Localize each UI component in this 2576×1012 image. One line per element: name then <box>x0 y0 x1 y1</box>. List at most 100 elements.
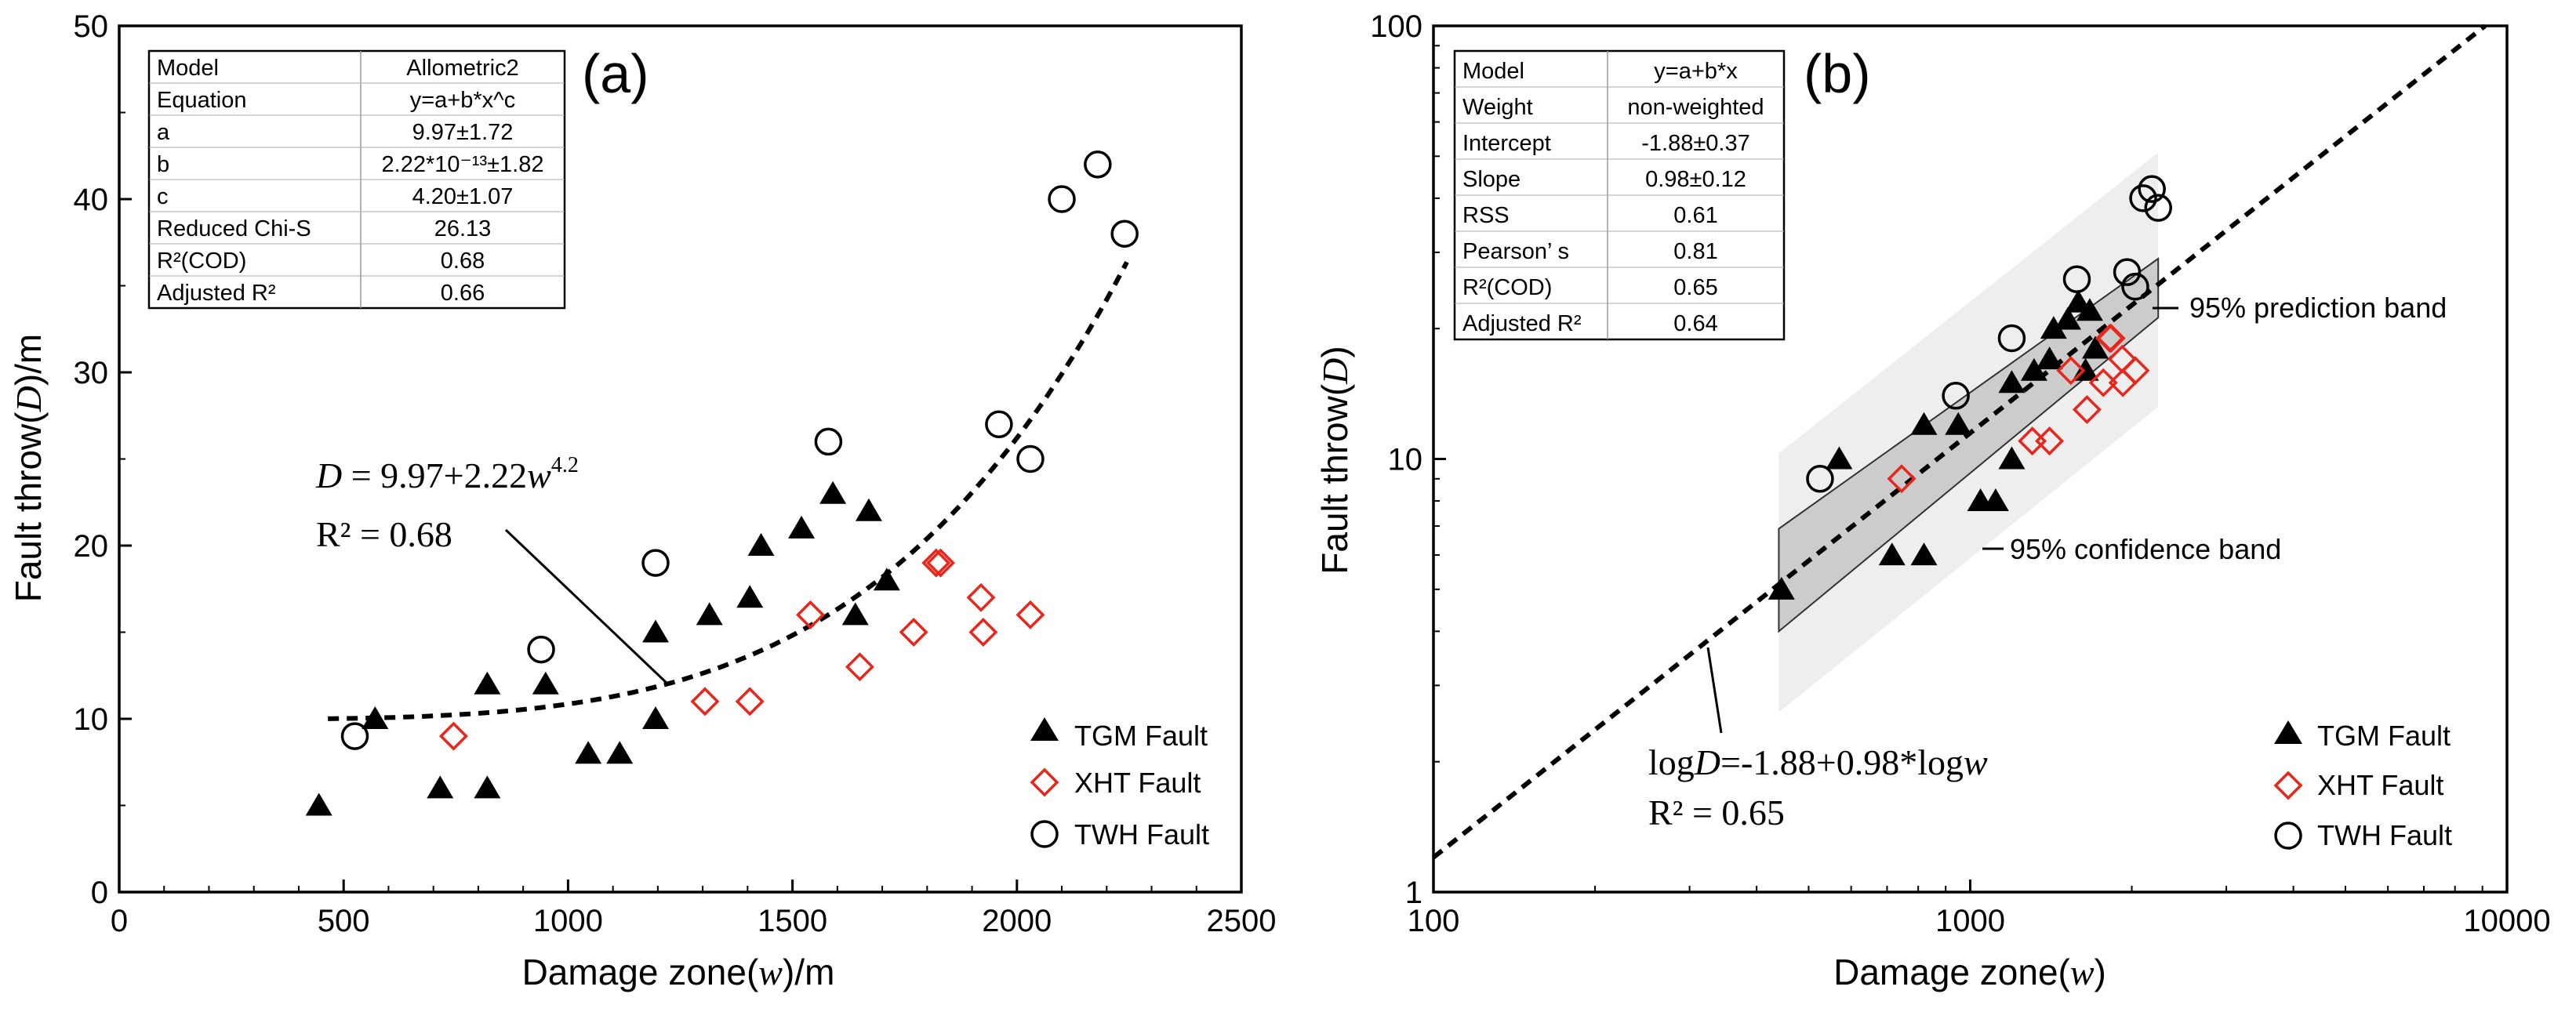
data-point-circle <box>2113 258 2142 286</box>
data-point-diamond <box>968 618 998 647</box>
data-point-triangle <box>575 741 602 764</box>
data-point-circle <box>985 410 1013 439</box>
data-point-diamond <box>796 600 825 629</box>
data-point-triangle <box>1998 446 2026 470</box>
data-point-triangle <box>736 585 764 608</box>
data-point-triangle <box>532 671 559 695</box>
y-tick-label: 30 <box>74 356 109 390</box>
data-point-diamond <box>1016 600 1045 629</box>
x-tick-label: 100 <box>1408 904 1460 938</box>
data-point-circle <box>1997 324 2026 353</box>
data-point-circle <box>1942 382 1970 410</box>
stats-table-key: R²(COD) <box>157 248 246 274</box>
legend-twh-label: TWH Fault <box>1074 818 1209 851</box>
data-point-triangle <box>873 568 900 591</box>
data-point-triangle <box>1768 576 1795 600</box>
stats-table-key: Model <box>157 56 219 81</box>
data-point-circle <box>2129 184 2157 212</box>
data-point-triangle <box>788 515 816 539</box>
data-point-circle <box>1016 444 1045 473</box>
data-point-triangle <box>427 775 454 799</box>
stats-table-key: Adjusted R² <box>1462 311 1582 336</box>
legend-twh-label: TWH Fault <box>2317 819 2452 851</box>
panel-b-equation-pointer <box>1706 647 1723 734</box>
data-point-diamond <box>926 548 955 578</box>
stats-table-key: b <box>157 152 169 177</box>
data-point-circle <box>641 549 670 577</box>
panel-a-r2-label: R² = 0.68 <box>316 514 452 554</box>
data-point-triangle <box>841 602 869 626</box>
stats-table-key: RSS <box>1462 203 1510 228</box>
stats-table-value: 0.66 <box>441 281 485 306</box>
data-point-triangle <box>606 741 634 764</box>
stats-table-key: Weight <box>1462 95 1533 120</box>
data-point-triangle <box>474 671 501 695</box>
legend-circle-marker <box>1030 820 1059 848</box>
confidence-band-label: 95% confidence band <box>2010 533 2281 565</box>
x-tick-label: 10000 <box>2463 904 2550 938</box>
data-point-circle <box>340 722 369 750</box>
stats-table-key: Adjusted R² <box>157 281 276 306</box>
data-point-diamond <box>690 687 720 716</box>
panel-b-plot-area: 100 1000 10000 1 10 100 <box>1370 9 2550 938</box>
panel-b-loglog-plot: 100 1000 10000 1 10 100 (b) Damage zone(w) Fa… <box>1314 9 2551 992</box>
data-point-circle <box>2062 265 2091 293</box>
panel-a-legend: TGM Fault XHT Fault TWH Fault <box>1030 717 1209 851</box>
data-point-triangle <box>1998 370 2026 394</box>
data-point-circle <box>814 427 843 456</box>
stats-table-value: 0.81 <box>1673 239 1717 264</box>
legend-diamond-marker <box>2273 771 2303 800</box>
panel-a-plot-area: 0 500 1000 1500 2000 2500 0 10 20 30 40 50 <box>74 9 1277 938</box>
x-tick-label: 500 <box>318 904 370 938</box>
stats-table-key: Equation <box>157 88 247 113</box>
data-point-diamond <box>438 721 468 751</box>
confidence-band <box>1778 257 2160 633</box>
data-point-circle <box>1806 465 1834 493</box>
stats-table-value: 0.68 <box>441 248 485 274</box>
panel-a-stats-table: Model Allometric2 Equation y=a+b*x^c a 9.97±1… <box>147 49 566 310</box>
data-point-circle <box>1110 219 1139 248</box>
data-point-triangle <box>855 498 882 521</box>
stats-table-value: 0.64 <box>1673 311 1717 336</box>
panel-a-allometric-plot: 0 500 1000 1500 2000 2500 0 10 20 30 40 50 (a) Dama… <box>8 9 1276 992</box>
stats-table-value: 2.22*10⁻¹³±1.82 <box>382 152 544 177</box>
data-point-diamond <box>2120 356 2150 386</box>
stats-table-key: Intercept <box>1462 131 1551 156</box>
data-point-diamond <box>2035 426 2065 456</box>
y-tick-label: 10 <box>1388 443 1423 477</box>
panel-b-fit-equation: logD=-1.88+0.98*logw <box>1648 742 1988 782</box>
stats-table-value: Allometric2 <box>406 56 518 81</box>
data-point-diamond <box>2056 356 2086 386</box>
panel-a-x-axis-label: Damage zone(w)/m <box>522 952 835 992</box>
x-tick-label: 2000 <box>982 904 1052 938</box>
legend-triangle-marker <box>1030 717 1059 741</box>
panel-b-fit-line <box>1432 24 2487 860</box>
x-tick-label: 1500 <box>758 904 827 938</box>
data-point-triangle <box>1945 412 1972 435</box>
panel-a-label: (a) <box>582 43 649 104</box>
data-point-triangle <box>1878 542 1906 566</box>
panel-b-r2-label: R² = 0.65 <box>1648 793 1785 832</box>
stats-table-key: a <box>157 120 170 145</box>
stats-table-key: Model <box>1462 59 1524 84</box>
stats-table-value: 4.20±1.07 <box>412 184 514 209</box>
stats-table-value: 0.98±0.12 <box>1645 167 1746 192</box>
data-point-circle <box>527 635 555 664</box>
data-point-diamond <box>1887 464 1917 494</box>
panel-b-label: (b) <box>1804 43 1871 104</box>
legend-tgm-label: TGM Fault <box>2317 720 2451 752</box>
data-point-triangle <box>305 793 332 816</box>
data-point-triangle <box>2020 357 2047 381</box>
stats-table-key: Pearson’ s <box>1462 239 1569 264</box>
stats-table-value: 0.65 <box>1673 275 1717 300</box>
data-point-triangle <box>642 619 670 643</box>
data-point-triangle <box>642 706 670 729</box>
prediction-band-label: 95% prediction band <box>2189 292 2447 324</box>
data-point-triangle <box>474 775 501 799</box>
data-point-triangle <box>2036 346 2063 370</box>
stats-table-value: 9.97±1.72 <box>412 120 514 145</box>
legend-xht-label: XHT Fault <box>2317 769 2443 801</box>
stats-table-key: Reduced Chi-S <box>157 216 311 241</box>
x-tick-label: 2500 <box>1207 904 1277 938</box>
